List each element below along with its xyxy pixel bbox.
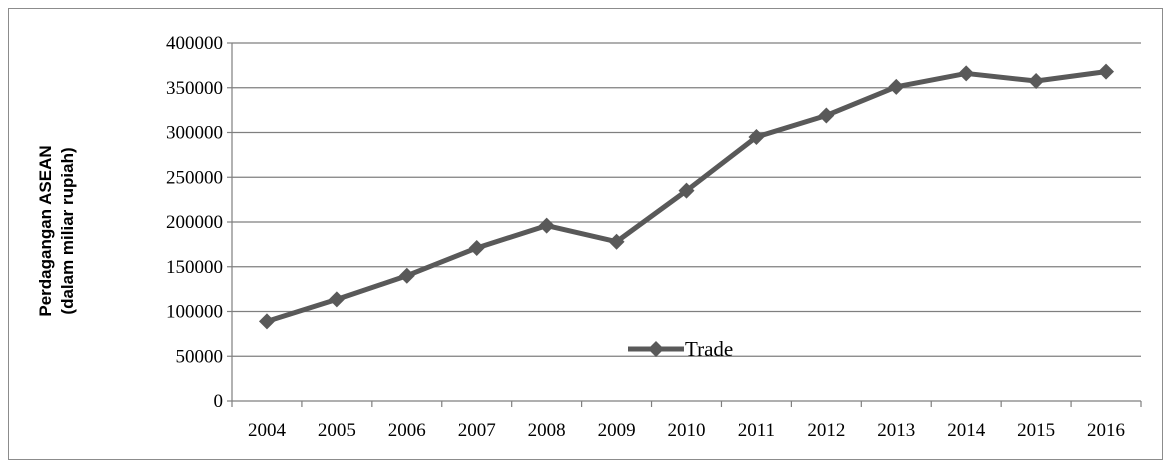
y-tick-label: 350000 [166, 78, 223, 99]
legend-label-trade: Trade [685, 337, 733, 361]
y-tick-label: 50000 [176, 346, 224, 367]
y-axis-title-line-1: Perdagangan ASEAN [36, 145, 55, 316]
y-tick-label: 100000 [166, 302, 223, 323]
x-tick-label: 2015 [1017, 420, 1055, 441]
data-point-marker [958, 65, 975, 82]
data-point-marker [748, 128, 765, 145]
legend-diamond-marker [648, 341, 664, 357]
data-point-marker [678, 182, 695, 199]
x-tick-label: 2006 [388, 420, 426, 441]
gridlines [232, 42, 1141, 357]
x-tick-label: 2009 [598, 420, 636, 441]
data-point-marker [398, 267, 415, 284]
y-tick-label: 150000 [166, 257, 223, 278]
x-tick-labels: 2004 2005 2006 2007 2008 2009 2010 2011 2012 2013… [248, 420, 1125, 441]
data-point-marker [1028, 73, 1045, 90]
x-tick-label: 2007 [458, 420, 496, 441]
y-tick-labels: 0 50000 100000 150000 200000 250000 300000 3500… [166, 33, 223, 412]
x-tick-label: 2004 [248, 420, 287, 441]
data-point-marker [608, 233, 625, 250]
y-tick-label: 250000 [166, 167, 223, 188]
data-point-marker [258, 313, 275, 330]
series-trade [258, 63, 1115, 330]
data-point-marker [818, 107, 835, 124]
data-point-marker [1098, 63, 1115, 80]
data-point-marker [538, 217, 555, 234]
x-tick-label: 2013 [877, 420, 915, 441]
x-tick-label: 2012 [807, 420, 845, 441]
x-tick-label: 2011 [738, 420, 775, 441]
y-tick-label: 400000 [166, 33, 223, 54]
x-tick-label: 2016 [1087, 420, 1125, 441]
x-tick-label: 2010 [668, 420, 706, 441]
x-tick-label: 2008 [528, 420, 566, 441]
data-point-marker [888, 78, 905, 95]
data-point-marker [328, 291, 345, 308]
y-tick-label: 300000 [166, 123, 223, 144]
x-tick-label: 2014 [947, 420, 986, 441]
x-tick-label: 2005 [318, 420, 356, 441]
axes [227, 42, 1142, 407]
data-point-marker [468, 239, 485, 256]
y-axis-title-line-2: (dalam miliar rupiah) [58, 147, 77, 314]
y-tick-label: 200000 [166, 212, 223, 233]
y-tick-label: 0 [214, 391, 224, 412]
legend: Trade [628, 337, 733, 361]
